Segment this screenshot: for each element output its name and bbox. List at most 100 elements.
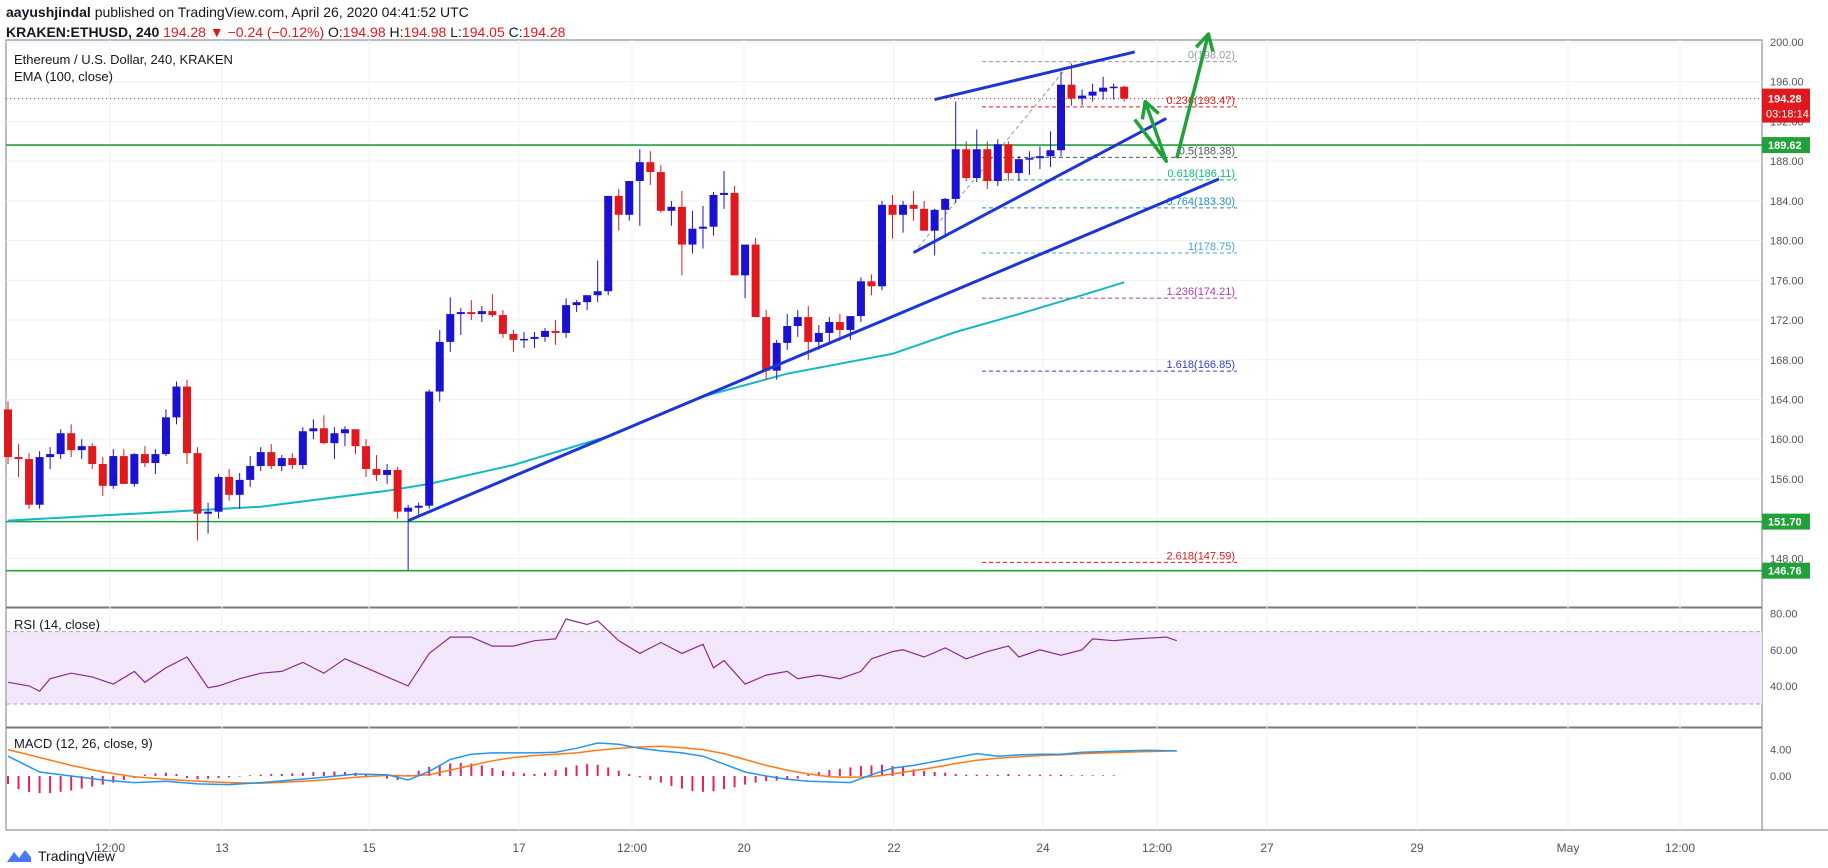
candle-body bbox=[351, 429, 360, 447]
candle-body bbox=[319, 428, 328, 444]
candle-body bbox=[509, 333, 518, 340]
footer-brand[interactable]: TradingView bbox=[6, 848, 115, 864]
candle bbox=[4, 401, 12, 465]
x-tick-label: 12:00 bbox=[95, 841, 125, 855]
candle-body bbox=[393, 469, 402, 512]
current-price-label: 194.28 bbox=[1768, 94, 1802, 106]
candle-body bbox=[846, 316, 855, 330]
candle bbox=[625, 181, 634, 221]
candle bbox=[1025, 151, 1034, 176]
high-label: H: bbox=[389, 24, 404, 40]
candle-body bbox=[983, 149, 992, 182]
candle-body bbox=[214, 476, 223, 512]
candle-body bbox=[814, 332, 823, 342]
candle bbox=[98, 457, 107, 496]
candle-body bbox=[825, 322, 834, 333]
candle-body bbox=[25, 459, 34, 505]
candle bbox=[425, 389, 434, 509]
candle bbox=[393, 467, 402, 519]
symbol-label[interactable]: KRAKEN:ETHUSD, 240 bbox=[6, 24, 160, 40]
support-price-label: 189.62 bbox=[1768, 140, 1802, 152]
candle-body bbox=[225, 476, 234, 495]
low-label: L: bbox=[450, 24, 462, 40]
open-label: O: bbox=[328, 24, 343, 40]
candle-body bbox=[762, 317, 771, 371]
candle bbox=[88, 443, 97, 469]
candle-body bbox=[172, 386, 181, 418]
candle-body bbox=[1035, 156, 1044, 159]
candle bbox=[867, 274, 876, 296]
fib-level-label: 1.618(166.85) bbox=[1167, 359, 1236, 371]
candle-body bbox=[56, 433, 65, 455]
candle-body bbox=[941, 198, 950, 210]
candle-body bbox=[856, 281, 865, 317]
candle-body bbox=[635, 162, 644, 182]
candle bbox=[1067, 63, 1076, 106]
macd-line bbox=[7, 742, 1177, 786]
candle-body bbox=[899, 204, 908, 215]
candle-body bbox=[298, 431, 307, 466]
candle bbox=[962, 141, 971, 182]
x-tick-label: 12:00 bbox=[1142, 841, 1172, 855]
candle-body bbox=[551, 330, 560, 333]
candle bbox=[1057, 71, 1065, 157]
author-name[interactable]: aayushjindal bbox=[6, 4, 91, 20]
chart-header: aayushjindal published on TradingView.co… bbox=[6, 2, 565, 42]
candle-body bbox=[741, 244, 750, 276]
candle bbox=[214, 473, 223, 519]
candle bbox=[140, 446, 149, 468]
x-tick-label: 20 bbox=[737, 841, 751, 855]
candle-body bbox=[1088, 91, 1097, 96]
y-tick-label: 196.00 bbox=[1770, 77, 1804, 89]
candle bbox=[277, 455, 286, 471]
candle-body bbox=[161, 417, 170, 455]
candle bbox=[498, 310, 507, 338]
candle bbox=[741, 244, 750, 299]
macd-tick-label: 4.00 bbox=[1770, 745, 1791, 757]
close-value: 194.28 bbox=[522, 24, 566, 40]
y-tick-label: 148.00 bbox=[1770, 553, 1804, 565]
candle bbox=[298, 427, 307, 469]
candle-body bbox=[783, 325, 792, 343]
ohlc-line: KRAKEN:ETHUSD, 240 194.28 ▼ −0.24 (−0.12… bbox=[6, 22, 565, 42]
candle-body bbox=[1057, 84, 1065, 151]
y-tick-label: 164.00 bbox=[1770, 394, 1804, 406]
candle bbox=[267, 444, 276, 469]
candle bbox=[572, 300, 581, 313]
candle-body bbox=[667, 206, 676, 211]
candle bbox=[920, 200, 929, 231]
support-price-label: 151.70 bbox=[1768, 517, 1802, 529]
fib-base-line bbox=[913, 61, 1072, 254]
candle-body bbox=[1078, 95, 1087, 99]
fib-level-label: 2.618(147.59) bbox=[1167, 550, 1236, 562]
candle bbox=[551, 320, 560, 345]
candle-body bbox=[88, 446, 97, 465]
fib-level-label: 0.236(193.47) bbox=[1167, 95, 1236, 107]
candle bbox=[614, 188, 623, 231]
candle bbox=[225, 468, 234, 501]
candle-body bbox=[414, 505, 423, 508]
close-label: C: bbox=[508, 24, 523, 40]
candle-body bbox=[151, 454, 160, 464]
candle-body bbox=[709, 194, 718, 227]
candle-body bbox=[109, 456, 118, 486]
ema-legend: EMA (100, close) bbox=[14, 69, 113, 84]
candle bbox=[1120, 85, 1129, 102]
candle-body bbox=[467, 312, 476, 315]
candle-body bbox=[604, 195, 613, 292]
main-chart-title: Ethereum / U.S. Dollar, 240, KRAKEN bbox=[14, 52, 233, 67]
candle-body bbox=[920, 208, 929, 231]
candle-body bbox=[98, 464, 107, 486]
published-info: published on TradingView.com, April 26, … bbox=[94, 4, 469, 20]
rsi-band bbox=[7, 631, 1762, 704]
y-tick-label: 180.00 bbox=[1770, 236, 1804, 248]
candle bbox=[477, 306, 486, 323]
candle bbox=[698, 205, 707, 249]
candle-body bbox=[698, 226, 707, 229]
candle-body bbox=[1067, 84, 1076, 99]
candle bbox=[877, 200, 886, 291]
candle bbox=[941, 197, 950, 238]
candle-body bbox=[277, 458, 286, 467]
candle bbox=[593, 260, 602, 303]
